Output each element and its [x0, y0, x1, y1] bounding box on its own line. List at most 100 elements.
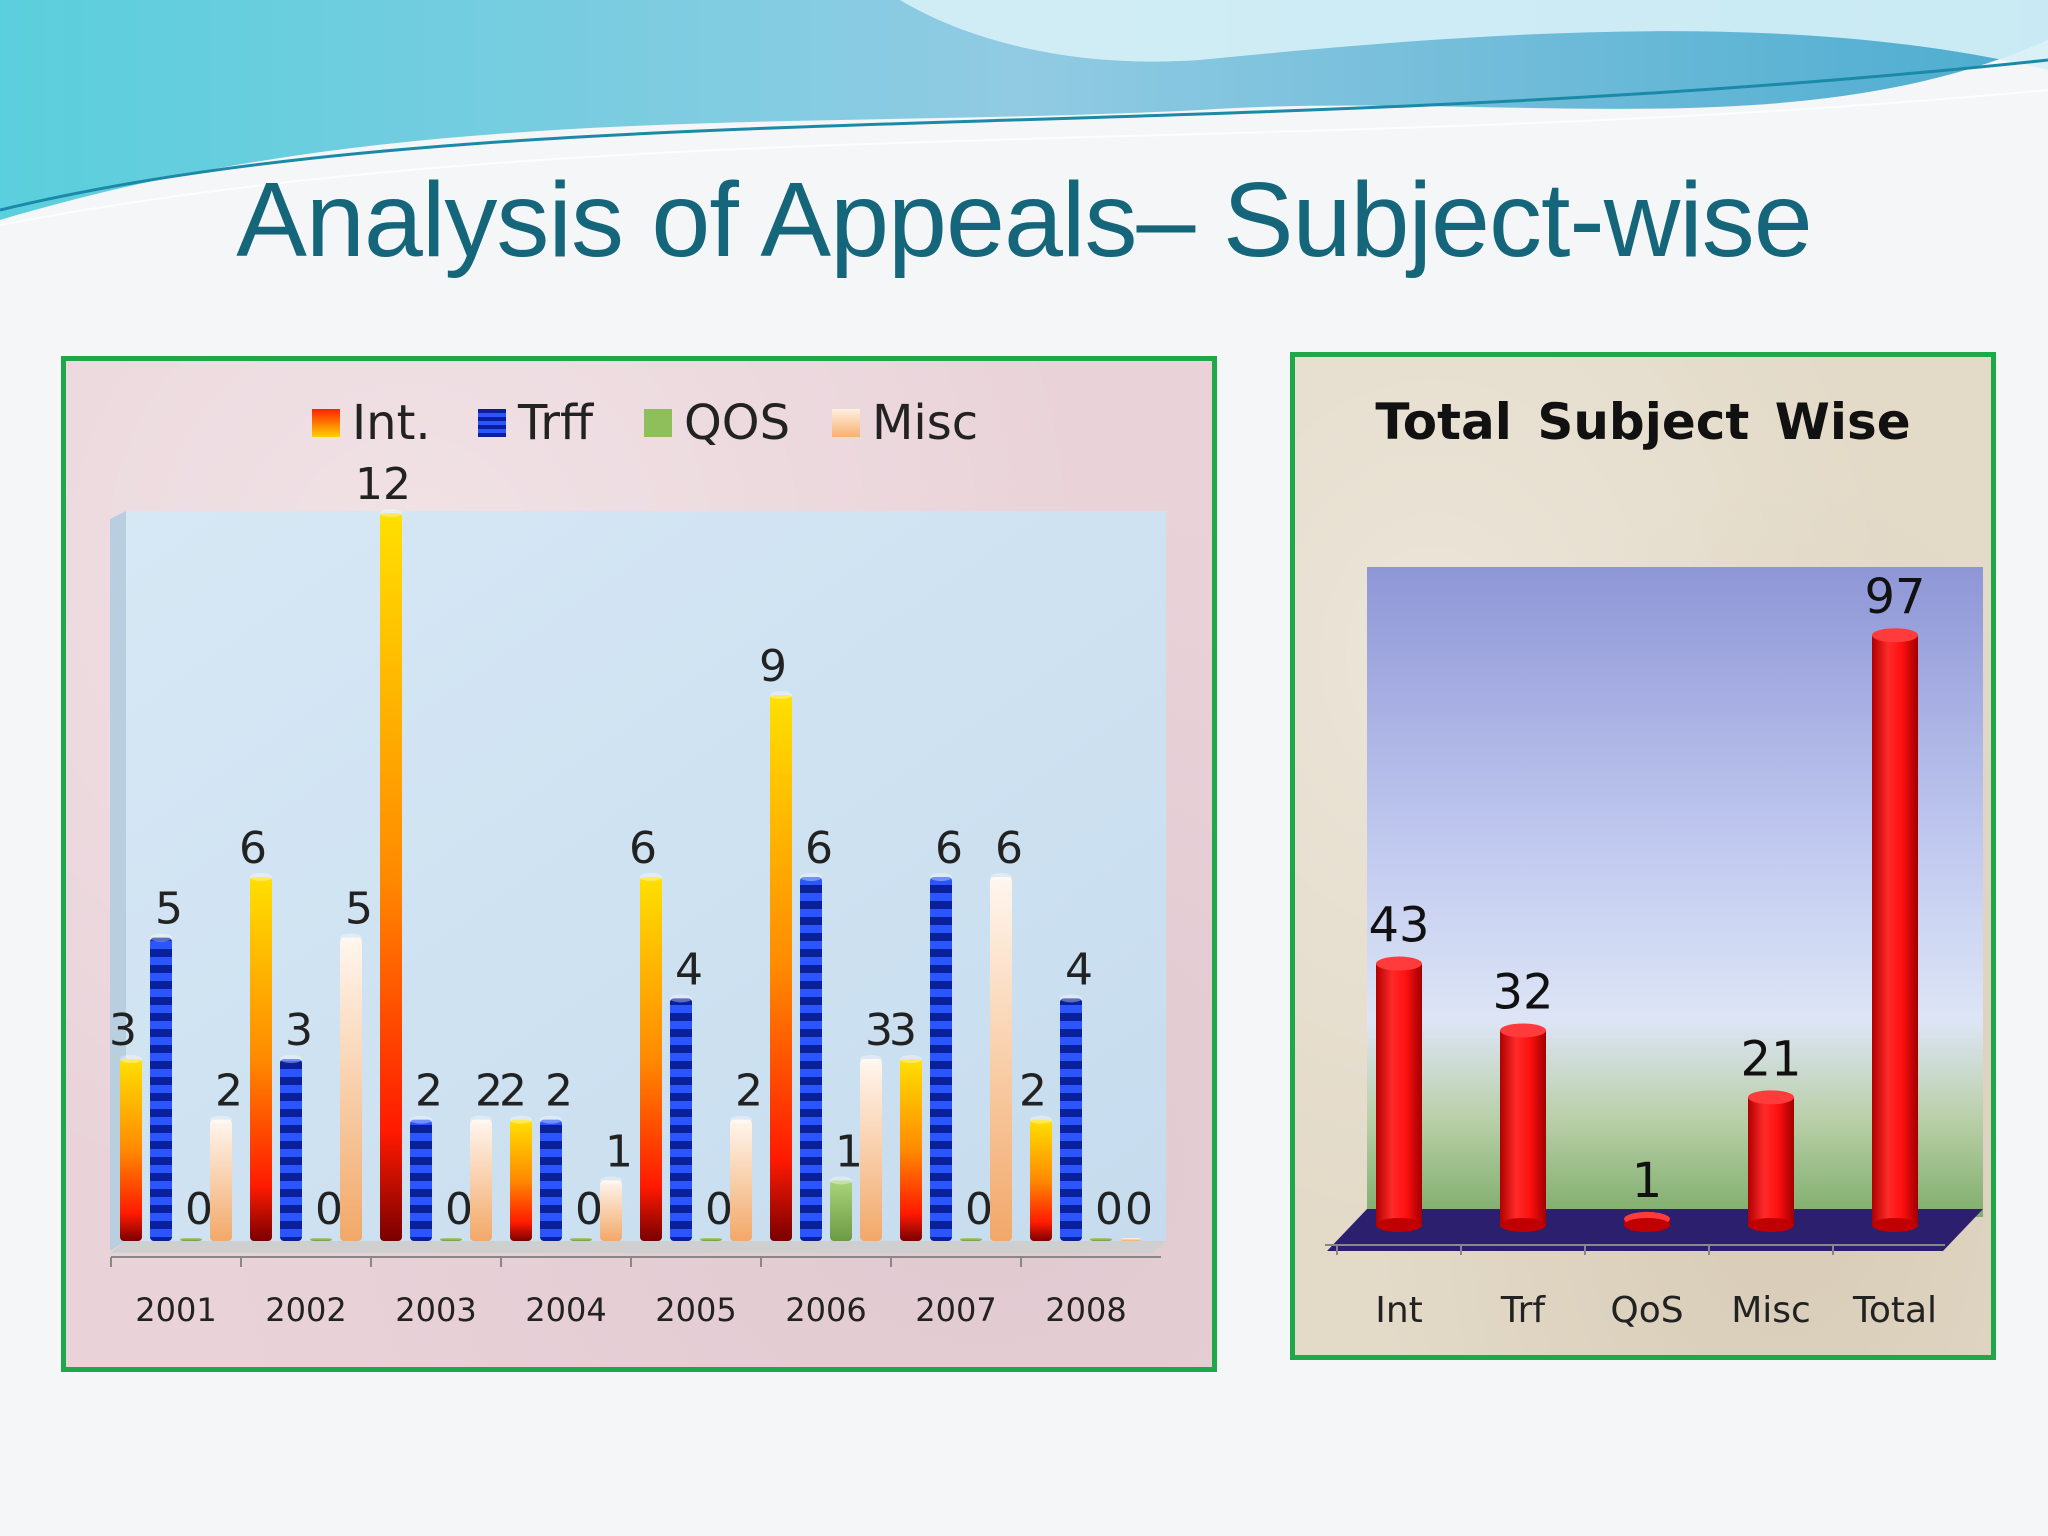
data-label-misc-2005: 2 [735, 1066, 763, 1117]
bar-cap [410, 1115, 432, 1124]
bar-trff-2006 [800, 877, 822, 1241]
x-tick-label: 2007 [915, 1291, 996, 1329]
bar-int-2008 [1030, 1119, 1052, 1241]
bar-misc-2005 [730, 1119, 752, 1241]
bar-int-2002 [250, 877, 272, 1241]
x-tick-label: 2002 [265, 1291, 346, 1329]
legend-label-misc: Misc [872, 395, 979, 451]
total-bar-chart: 43 Int 32 Trf 1 QoS 21 Misc 97 Total [1325, 567, 1983, 1331]
bar-trff-2008 [1060, 998, 1082, 1241]
total-bar-base [1624, 1218, 1670, 1232]
bar-cap [730, 1115, 752, 1124]
total-bar-top [1748, 1090, 1794, 1105]
bar-int-2004 [510, 1119, 532, 1241]
data-label-misc-2008: 0 [1125, 1184, 1153, 1235]
data-label-int-2007: 3 [889, 1005, 917, 1056]
total-bar-top [1500, 1023, 1546, 1038]
bar-cap [120, 1055, 142, 1063]
total-bar-base [1376, 1218, 1422, 1232]
bar-qos-2006 [830, 1180, 852, 1241]
data-label-qos-2008: 0 [1095, 1184, 1123, 1235]
total-x-tick-label: Int [1375, 1290, 1423, 1331]
data-label-trff-2001: 5 [155, 884, 183, 935]
bar-cap [250, 873, 272, 881]
bar-trff-2007 [930, 877, 952, 1241]
bar-cap [900, 1055, 922, 1063]
total-bar-trf [1500, 1030, 1546, 1225]
legend-swatch-trff [478, 409, 506, 437]
bar-qos-2003 [440, 1238, 462, 1241]
legend-label-int: Int. [352, 395, 431, 451]
data-label-int-2005: 6 [629, 823, 657, 874]
data-label-trff-2004: 2 [545, 1066, 573, 1117]
data-label-qos-2004: 0 [575, 1184, 603, 1235]
data-label-trff-2003: 2 [415, 1066, 443, 1117]
header-wave-decoration [0, 0, 2048, 226]
x-tick-label: 2001 [135, 1291, 216, 1329]
data-label-qos-2005: 0 [705, 1184, 733, 1235]
bar-int-2007 [900, 1059, 922, 1241]
legend-item-int: Int. [312, 393, 431, 453]
data-label-qos-2001: 0 [185, 1184, 213, 1235]
bar-cap [380, 509, 402, 517]
bar-qos-2004 [570, 1238, 592, 1241]
bar-trff-2001 [150, 937, 172, 1241]
bar-cap [150, 933, 172, 942]
bar-cap [930, 873, 952, 881]
data-label-qos-2002: 0 [315, 1184, 343, 1235]
total-x-tick-label: Total [1852, 1290, 1937, 1331]
data-label-misc-2004: 1 [605, 1126, 633, 1177]
bar-cap [830, 1176, 852, 1185]
data-label-trff-2006: 6 [805, 823, 833, 874]
total-bar-top [1376, 956, 1422, 971]
data-label-misc-2002: 5 [345, 884, 373, 935]
bar-int-2003 [380, 513, 402, 1241]
data-label-int-2002: 6 [239, 823, 267, 874]
bar-qos-2005 [700, 1238, 722, 1241]
bar-cap [990, 873, 1012, 881]
bar-int-2001 [120, 1059, 142, 1241]
data-label-misc-2007: 6 [995, 823, 1023, 874]
slide-title: Analysis of Appeals– Subject-wise [236, 161, 1813, 279]
data-label-int-2003: 12 [355, 459, 411, 510]
data-label-int-2004: 2 [499, 1066, 527, 1117]
bar-trff-2003 [410, 1119, 432, 1241]
bar-cap [340, 933, 362, 942]
total-data-label-int: 43 [1368, 898, 1429, 954]
yearly-chart-panel: Int. Trff QOS Misc 2001 3 5 0 2 2002 6 3 0 5 2003 1… [61, 356, 1217, 1372]
data-label-trff-2002: 3 [285, 1005, 313, 1056]
bar-cap [670, 994, 692, 1003]
data-label-misc-2003: 2 [475, 1066, 503, 1117]
total-bar-base [1872, 1218, 1918, 1232]
bar-cap [770, 691, 792, 699]
bar-qos-2001 [180, 1238, 202, 1241]
bar-cap [860, 1055, 882, 1063]
bar-cap [280, 1055, 302, 1063]
bar-trff-2002 [280, 1059, 302, 1241]
bar-cap [470, 1115, 492, 1124]
data-label-qos-2003: 0 [445, 1184, 473, 1235]
bar-misc-2003 [470, 1119, 492, 1241]
total-data-label-trf: 32 [1492, 964, 1553, 1020]
x-tick-label: 2004 [525, 1291, 606, 1329]
total-data-label-qos: 1 [1632, 1153, 1663, 1209]
total-bar-base [1500, 1218, 1546, 1232]
bar-int-2006 [770, 695, 792, 1241]
data-label-qos-2006: 1 [835, 1126, 863, 1177]
bar-int-2005 [640, 877, 662, 1241]
legend-item-trff: Trff [478, 393, 593, 453]
x-tick-label: 2003 [395, 1291, 476, 1329]
legend-item-qos: QOS [644, 393, 790, 453]
total-chart-panel: Total Subject Wise 43 Int 32 Trf 1 QoS 21 Misc 9… [1290, 352, 1996, 1360]
data-label-misc-2001: 2 [215, 1066, 243, 1117]
bar-misc-2002 [340, 937, 362, 1241]
data-label-int-2008: 2 [1019, 1066, 1047, 1117]
bar-cap [1030, 1115, 1052, 1124]
bar-qos-2008 [1090, 1238, 1112, 1241]
bar-cap [800, 873, 822, 881]
bar-cap [640, 873, 662, 881]
total-x-tick-label: Misc [1731, 1290, 1811, 1331]
plot-floor [110, 1241, 1166, 1253]
data-label-trff-2005: 4 [675, 944, 703, 995]
